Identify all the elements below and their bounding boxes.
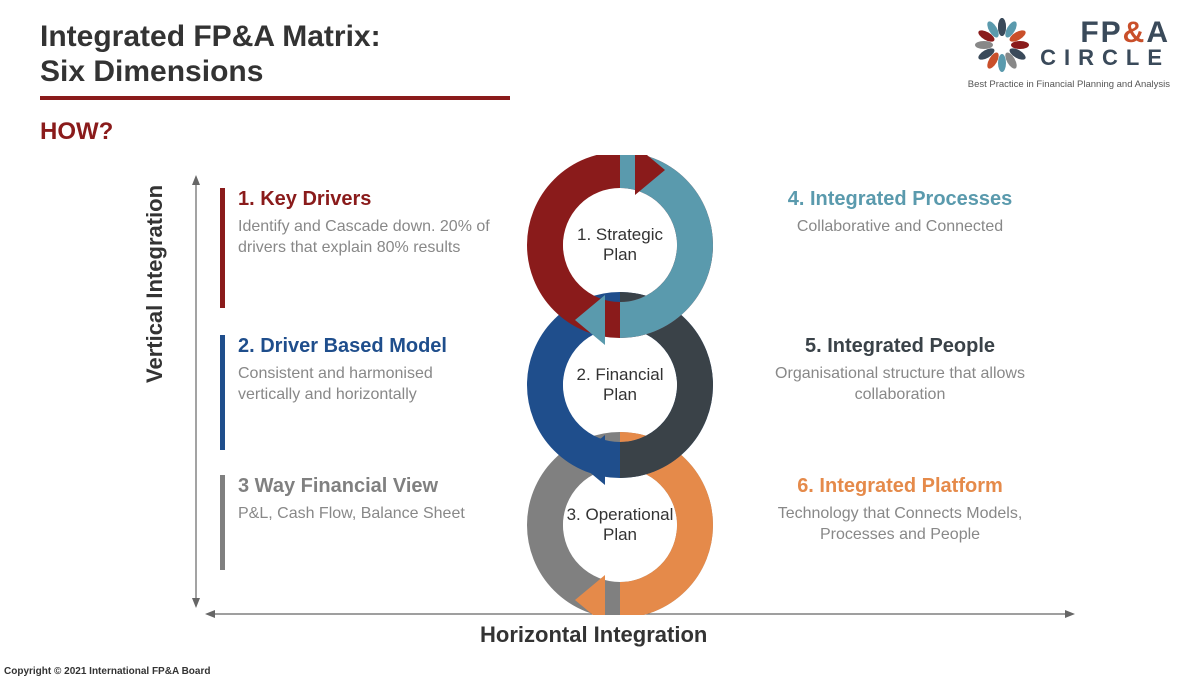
dim-4-body: Collaborative and Connected [770,217,1030,238]
dim-3-bar [220,475,225,570]
logo-subtext: CIRCLE [1040,45,1170,71]
dim-1-title: 1. Key Drivers [238,188,498,211]
vertical-axis-arrow [190,175,202,608]
dim-1-bar [220,188,225,308]
ring-3-label: 3. Operational Plan [560,505,680,544]
copyright-text: Copyright © 2021 International FP&A Boar… [4,666,210,677]
title-line-1: Integrated FP&A Matrix: [40,20,381,55]
dim-4-title: 4. Integrated Processes [770,188,1030,211]
dim-6-title: 6. Integrated Platform [770,475,1030,498]
logo-tagline: Best Practice in Financial Planning and … [968,79,1170,90]
dim-2-body: Consistent and harmonised vertically and… [238,364,498,406]
dim-3-financial-view: 3 Way Financial View P&L, Cash Flow, Bal… [238,475,498,570]
ring-1-label: 1. Strategic Plan [560,225,680,264]
ring-2-label: 2. Financial Plan [560,365,680,404]
dim-2-driver-based-model: 2. Driver Based Model Consistent and har… [238,335,498,450]
dim-5-body: Organisational structure that allows col… [770,364,1030,406]
title-underline [40,96,510,100]
dim-5-title: 5. Integrated People [770,335,1030,358]
logo-swirl-icon [972,15,1032,75]
dim-3-body: P&L, Cash Flow, Balance Sheet [238,504,498,525]
logo-text: FP&A [1040,19,1170,48]
horizontal-axis-label: Horizontal Integration [480,622,707,648]
dim-2-bar [220,335,225,450]
how-label: HOW? [40,118,113,146]
dim-1-key-drivers: 1. Key Drivers Identify and Cascade down… [238,188,498,308]
dim-2-title: 2. Driver Based Model [238,335,498,358]
dim-6-integrated-platform: 6. Integrated Platform Technology that C… [770,475,1030,590]
dim-1-body: Identify and Cascade down. 20% of driver… [238,217,498,259]
dim-5-integrated-people: 5. Integrated People Organisational stru… [770,335,1030,450]
page-title-block: Integrated FP&A Matrix: Six Dimensions [40,20,381,89]
dim-6-body: Technology that Connects Models, Process… [770,504,1030,546]
dim-3-title: 3 Way Financial View [238,475,498,498]
logo-block: FP&A CIRCLE Best Practice in Financial P… [968,15,1170,90]
vertical-axis-label: Vertical Integration [142,185,168,383]
title-line-2: Six Dimensions [40,55,381,90]
rings-diagram: 1. Strategic Plan 2. Financial Plan 3. O… [490,155,750,610]
dim-4-integrated-processes: 4. Integrated Processes Collaborative an… [770,188,1030,308]
